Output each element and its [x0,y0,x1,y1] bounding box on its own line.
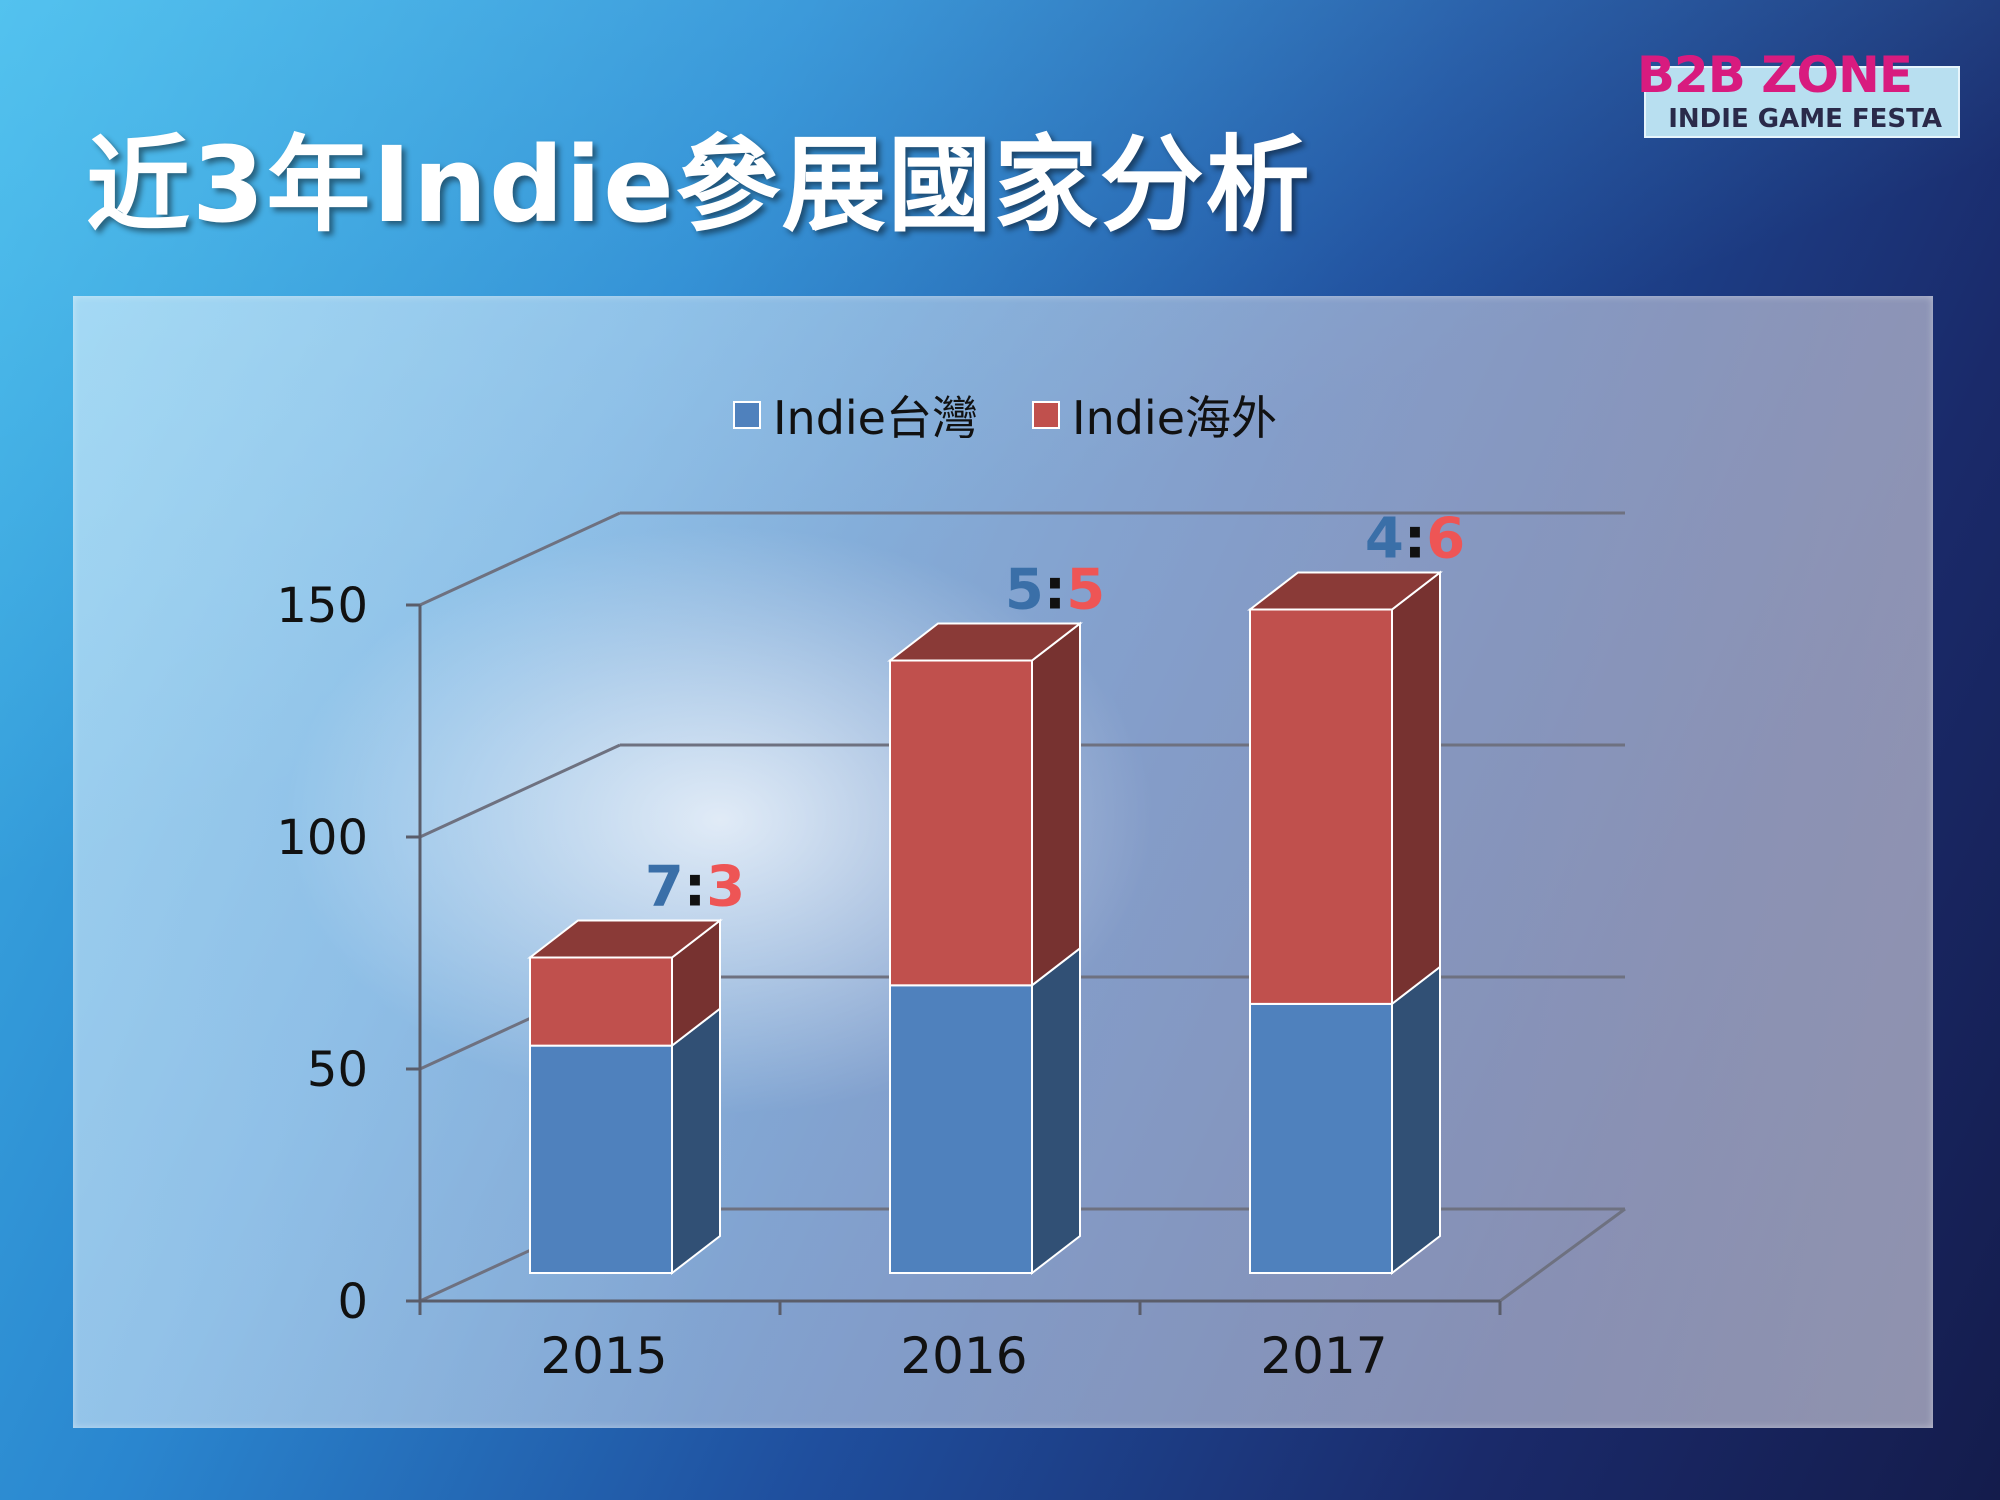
ratio-label: 5:5 [1005,558,1105,623]
logo-sub-text: INDIE GAME FESTA [1668,104,1942,134]
x-tick-label: 2016 [900,1327,1027,1385]
ratio-overseas: 5 [1066,558,1105,623]
bar-segment-taiwan [1249,1002,1393,1274]
y-tick-label: 0 [337,1274,368,1330]
floor-edge [1499,1207,1626,1303]
gridline-depth [419,511,621,607]
bar-segment-taiwan [529,1044,673,1275]
y-tick-label: 150 [276,578,368,634]
legend-item-taiwan: Indie台灣 [732,382,978,448]
ratio-label: 7:3 [645,854,745,919]
chart-legend: Indie台灣 Indie海外 [0,382,2000,448]
ratio-overseas: 3 [706,854,745,919]
ratio-separator: : [1044,558,1066,623]
legend-swatch-taiwan [732,401,761,429]
ratio-taiwan: 4 [1365,506,1404,571]
gridline-depth [419,743,621,839]
x-tick-label: 2017 [1260,1327,1387,1385]
bar-top [1247,571,1443,611]
ratio-separator: : [684,854,706,919]
legend-item-overseas: Indie海外 [1032,382,1277,448]
ratio-overseas: 6 [1426,506,1465,571]
ratio-label: 4:6 [1365,506,1465,571]
logo-main-text: B2B ZONE [1636,46,1913,104]
y-tick-label: 50 [307,1042,368,1098]
ratio-separator: : [1404,506,1426,571]
bar-segment-overseas [889,659,1033,987]
bar-side-taiwan [671,1006,721,1276]
bar-segment-overseas [529,956,673,1047]
ratio-taiwan: 7 [645,854,684,919]
slide-title: 近3年Indie參展國家分析 [86,124,1312,246]
ratio-taiwan: 5 [1005,558,1044,623]
bar-side-taiwan [1391,964,1441,1276]
bar-segment-overseas [1249,608,1393,1005]
bar-side-taiwan [1031,946,1081,1276]
bar-side-overseas [1031,621,1081,988]
legend-label-taiwan: Indie台灣 [772,391,978,445]
y-tick-label: 100 [276,810,368,866]
bar-segment-taiwan [889,984,1033,1274]
legend-label-overseas: Indie海外 [1072,391,1278,445]
x-tick-label: 2015 [540,1327,667,1385]
event-logo: B2B ZONE INDIE GAME FESTA [1637,46,1960,138]
bar-side-overseas [1391,570,1441,1006]
legend-swatch-overseas [1032,401,1060,429]
bar-top [887,622,1083,662]
bar-top [527,919,723,959]
